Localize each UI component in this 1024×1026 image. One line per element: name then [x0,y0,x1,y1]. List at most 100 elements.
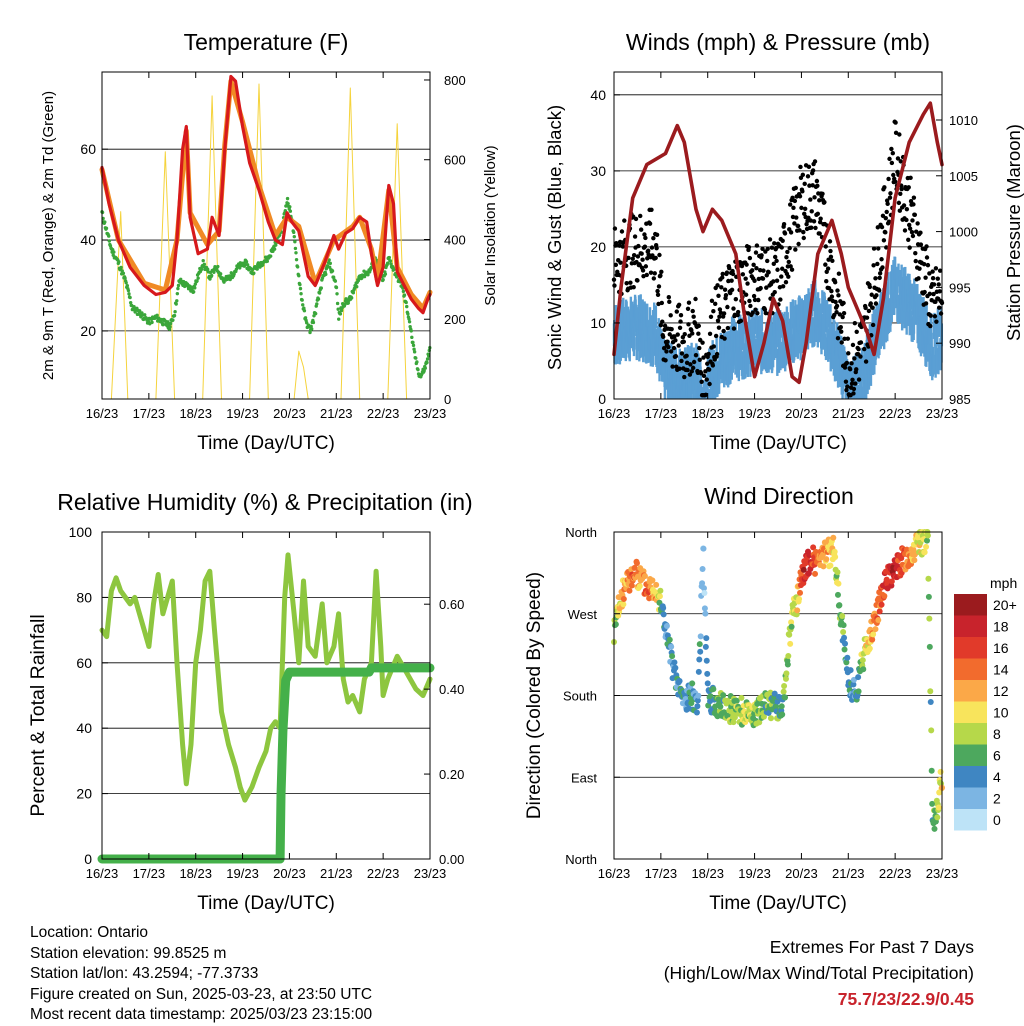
direction-point [699,580,706,587]
dewpoint-point [356,278,361,283]
gust-point [849,361,854,366]
dewpoint-point [334,285,339,290]
gust-point [910,218,915,223]
dewpoint-point [328,261,332,266]
y2-tick-label: 0 [444,392,451,407]
gust-point [762,307,768,312]
wind-mark [809,320,812,344]
direction-point [844,654,851,661]
wind-mark [769,311,773,335]
gust-point [676,343,681,348]
dewpoint-point [317,291,322,295]
direction-point [797,589,804,596]
dewpoint-point [355,285,359,289]
gust-point [765,246,770,252]
gust-point [829,294,835,299]
y-tick-label: 20 [76,786,92,802]
gust-point [707,381,712,387]
gust-point [793,185,799,191]
extremes-title: Extremes For Past 7 Days [769,937,974,957]
y-tick-label: 40 [590,87,606,103]
dewpoint-point [238,266,242,270]
dewpoint-point [425,360,429,365]
direction-point [796,596,803,603]
wind-mark [921,311,925,335]
gust-point [826,257,831,262]
direction-point [633,560,640,567]
x-axis-label: Time (Day/UTC) [709,893,847,914]
colorbar-label: 20+ [993,597,1017,613]
gust-point [655,292,661,298]
direction-point [704,680,711,687]
gust-point [916,276,921,281]
direction-point [710,686,717,693]
gust-point [722,287,728,292]
dewpoint-point [168,321,173,326]
gust-point [659,300,664,306]
wind-mark [863,342,866,366]
gust-point [877,271,883,276]
extremes-values: 75.7/23/22.9/0.45 [837,989,974,1009]
wind-mark [932,346,935,370]
direction-point [656,593,663,600]
gust-point [832,280,838,285]
dewpoint-point [335,301,340,306]
wind-mark [916,284,919,307]
direction-point [780,688,787,695]
direction-point [653,581,660,588]
gust-point [788,264,793,269]
wind-mark [625,301,628,325]
wind-mark [644,303,647,327]
dewpoint-point [132,305,136,309]
wind-mark [905,311,908,335]
gust-point [780,284,786,289]
dewpoint-point [410,335,414,340]
gust-point [932,314,938,319]
wind-mark [680,351,684,375]
gust-point [756,297,761,303]
gust-point [790,195,795,200]
dewpoint-point [309,324,313,329]
dewpoint-point [161,322,165,327]
gust-point [715,283,720,288]
direction-point [840,629,847,636]
gust-point [796,241,801,247]
y-tick-label: 40 [76,720,92,736]
y2-tick-label: 1000 [949,225,978,240]
dewpoint-point [292,234,297,239]
direction-point [785,653,792,660]
direction-point [641,573,648,580]
gust-point [906,237,911,243]
dewpoint-point [172,313,177,318]
gust-point [644,272,649,278]
colorbar-swatch [954,658,987,680]
gust-point [758,285,763,291]
dewpoint-point [191,290,196,294]
wind-mark [722,330,726,354]
direction-point [733,697,740,704]
dewpoint-point [103,220,107,224]
wind-mark [810,305,813,329]
gust-point [917,266,922,271]
dewpoint-point [209,273,214,278]
dewpoint-point [112,250,116,254]
gust-point [789,267,795,272]
x-tick-label: 20/23 [785,406,818,421]
gust-point [931,282,937,287]
gust-point [896,200,902,206]
dewpoint-point [272,247,277,251]
x-tick-label: 16/23 [598,406,631,421]
dewpoint-point [303,316,308,320]
gust-point [877,288,882,293]
x-tick-label: 21/23 [832,406,865,421]
wind-mark [639,335,642,359]
direction-point [760,713,767,720]
wind-mark [911,292,915,315]
gust-point [772,241,777,246]
direction-point [671,659,678,666]
direction-point [694,703,701,710]
gust-point [809,225,814,230]
wind-mark [670,342,673,366]
y2-tick-label: 0.00 [439,852,464,867]
gust-point [902,228,908,233]
